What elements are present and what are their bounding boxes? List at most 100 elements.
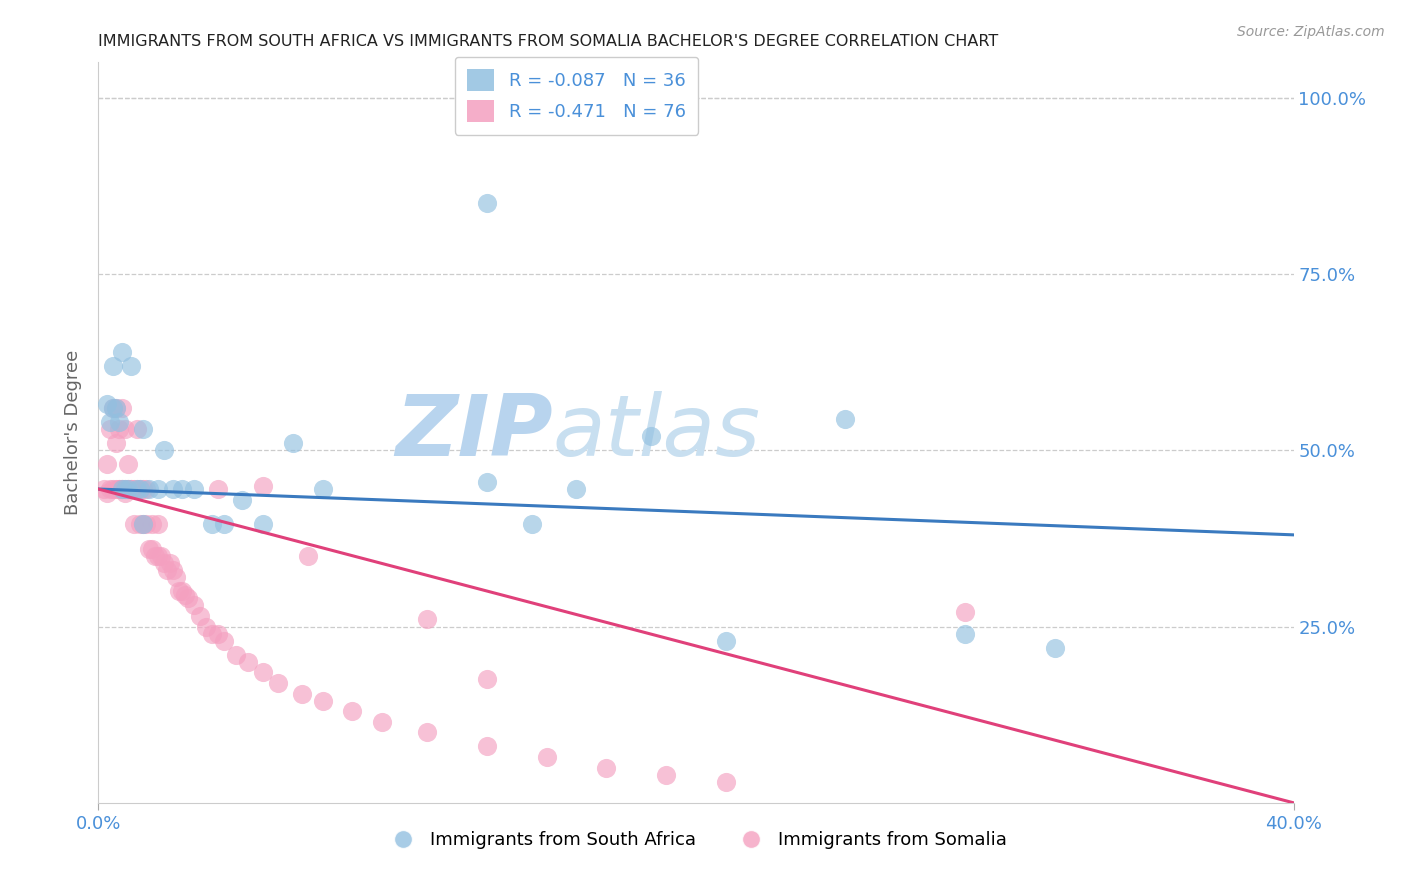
Point (98, 422, 122, 436)
Point (148, 482, 170, 496)
Point (135, 482, 157, 496)
Point (174, 588, 197, 602)
Point (117, 458, 139, 472)
Point (162, 563, 184, 577)
Point (231, 492, 253, 507)
Point (267, 676, 290, 690)
Point (520, 517, 543, 532)
Point (138, 541, 160, 556)
Point (108, 415, 131, 429)
Point (114, 482, 136, 496)
Point (167, 584, 190, 599)
Point (120, 359, 142, 373)
Point (195, 619, 218, 633)
Point (114, 482, 136, 496)
Point (236, 655, 259, 669)
Point (114, 485, 136, 500)
Point (201, 626, 224, 640)
Point (103, 359, 125, 373)
Point (117, 482, 139, 496)
Point (1043, 640, 1066, 655)
Point (156, 563, 179, 577)
Point (536, 750, 558, 764)
Point (98, 415, 122, 429)
Point (132, 517, 155, 532)
Point (162, 482, 184, 496)
Point (172, 584, 194, 599)
Point (416, 612, 439, 626)
Point (159, 556, 181, 570)
Point (103, 401, 125, 415)
Point (105, 401, 128, 415)
Point (212, 517, 235, 532)
Point (117, 482, 139, 496)
Point (475, 475, 498, 489)
Point (953, 626, 976, 640)
Point (105, 401, 128, 415)
Point (105, 482, 128, 496)
Point (120, 482, 142, 496)
Point (141, 517, 163, 532)
Point (108, 482, 131, 496)
Point (111, 482, 134, 496)
Point (103, 482, 125, 496)
Point (103, 401, 125, 415)
Point (475, 673, 498, 687)
Point (183, 482, 205, 496)
Point (371, 714, 394, 729)
Legend: Immigrants from South Africa, Immigrants from Somalia: Immigrants from South Africa, Immigrants… (378, 824, 1014, 856)
Point (114, 422, 136, 436)
Point (111, 482, 134, 496)
Point (188, 609, 211, 624)
Text: Source: ZipAtlas.com: Source: ZipAtlas.com (1237, 25, 1385, 39)
Text: atlas: atlas (553, 391, 761, 475)
Point (127, 422, 149, 436)
Point (595, 760, 617, 774)
Point (183, 599, 205, 613)
Point (96, 458, 118, 472)
Point (111, 344, 134, 359)
Point (127, 482, 149, 496)
Point (342, 704, 364, 718)
Point (177, 591, 200, 606)
Point (127, 482, 149, 496)
Point (96, 397, 118, 411)
Point (132, 517, 155, 532)
Point (111, 401, 134, 415)
Point (212, 633, 235, 648)
Point (108, 482, 131, 496)
Point (132, 422, 155, 436)
Point (150, 549, 173, 563)
Point (124, 517, 146, 532)
Point (143, 549, 166, 563)
Point (138, 482, 160, 496)
Point (120, 482, 142, 496)
Y-axis label: Bachelor's Degree: Bachelor's Degree (63, 350, 82, 516)
Point (297, 549, 319, 563)
Point (165, 570, 187, 584)
Point (201, 517, 224, 532)
Point (252, 665, 274, 680)
Point (953, 606, 976, 620)
Point (129, 517, 152, 532)
Point (640, 429, 662, 443)
Point (655, 767, 678, 781)
Point (129, 482, 152, 496)
Point (141, 541, 163, 556)
Point (291, 686, 314, 700)
Point (714, 774, 737, 789)
Point (311, 693, 333, 707)
Point (714, 633, 737, 648)
Point (153, 443, 176, 458)
Point (148, 549, 170, 563)
Point (132, 482, 155, 496)
Text: ZIP: ZIP (395, 391, 553, 475)
Point (108, 422, 131, 436)
Point (93, 482, 115, 496)
Point (96, 485, 118, 500)
Point (252, 517, 274, 532)
Point (117, 482, 139, 496)
Point (475, 739, 498, 754)
Point (124, 482, 146, 496)
Point (834, 411, 856, 425)
